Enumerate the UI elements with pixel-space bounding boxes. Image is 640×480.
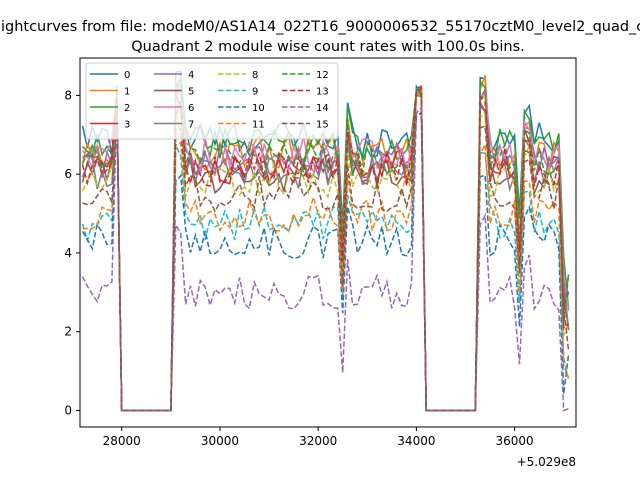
y-tick-label: 2	[64, 325, 72, 339]
x-tick-label: 28000	[103, 434, 141, 448]
legend-label: 13	[316, 87, 329, 98]
legend-label: 3	[124, 120, 130, 131]
x-tick-label: 30000	[201, 434, 239, 448]
y-tick-label: 0	[64, 403, 72, 417]
legend-label: 5	[188, 87, 194, 98]
series-line-15	[82, 111, 570, 412]
legend-label: 4	[188, 70, 194, 81]
chart-title: Quadrant 2 module wise count rates with …	[131, 39, 525, 55]
y-tick-label: 4	[64, 246, 72, 260]
figure-suptitle: Plotting lightcurves from file: modeM0/A…	[0, 19, 640, 35]
legend-label: 1	[124, 87, 130, 98]
legend-label: 7	[188, 120, 194, 131]
series-line-13	[81, 86, 570, 412]
legend-label: 14	[316, 103, 329, 114]
legend-label: 0	[124, 70, 130, 81]
legend-label: 6	[188, 103, 194, 114]
legend-label: 2	[124, 103, 130, 114]
legend-label: 10	[252, 103, 265, 114]
x-tick-label: 32000	[299, 434, 337, 448]
x-tick-label: 36000	[496, 434, 534, 448]
plot-area	[81, 70, 570, 412]
legend-label: 11	[252, 120, 265, 131]
axes-frame	[79, 57, 577, 428]
legend-label: 8	[252, 70, 258, 81]
legend-box	[85, 62, 339, 140]
x-offset-label: +5.029e8	[517, 455, 576, 469]
x-tick-label: 34000	[397, 434, 435, 448]
legend-label: 15	[316, 120, 329, 131]
legend-label: 12	[316, 70, 329, 81]
axis-ticks: 28000 30000 32000 34000 36000 0 2 4 6 8	[64, 88, 533, 448]
y-tick-label: 8	[64, 88, 72, 102]
legend-label: 9	[252, 87, 258, 98]
y-tick-label: 6	[64, 167, 72, 181]
